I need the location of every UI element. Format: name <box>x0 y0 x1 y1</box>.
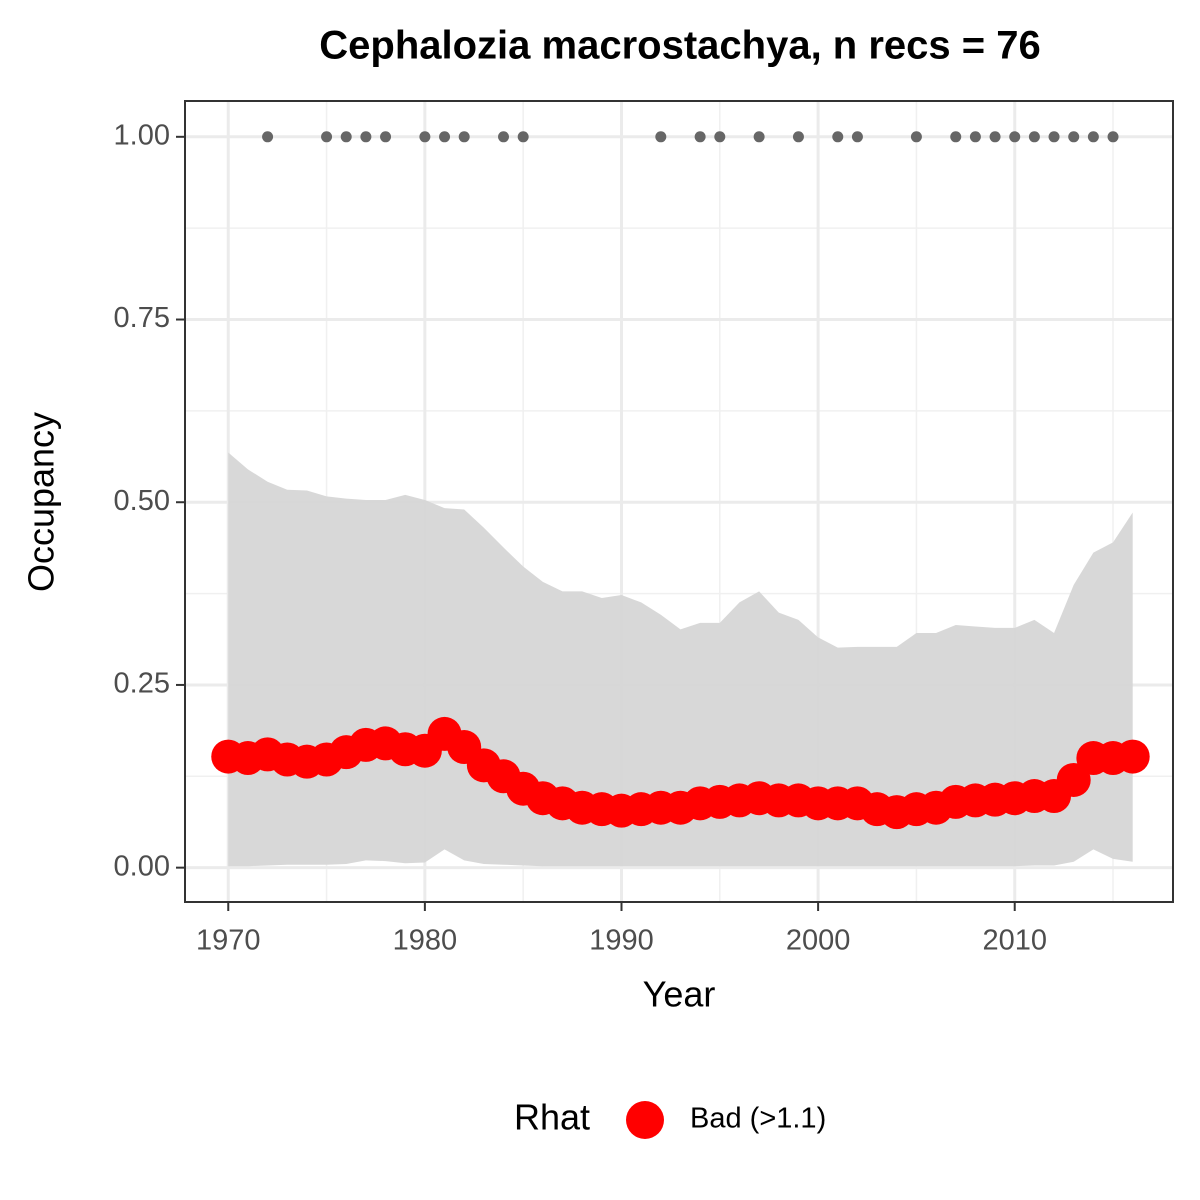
detection-point <box>458 131 470 143</box>
detection-point <box>1048 131 1060 143</box>
detection-point <box>1107 131 1119 143</box>
detection-point <box>851 131 863 143</box>
occupancy-point <box>1115 739 1150 774</box>
x-tick-label: 1980 <box>393 925 458 957</box>
detection-point <box>989 131 1001 143</box>
y-tick-label: 1.00 <box>114 119 170 151</box>
detection-point <box>517 131 529 143</box>
detection-point <box>969 131 981 143</box>
legend-label: Bad (>1.1) <box>690 1103 826 1135</box>
detection-point <box>910 131 922 143</box>
detection-point <box>832 131 844 143</box>
detection-point <box>1087 131 1099 143</box>
legend-title: Rhat <box>514 1097 590 1138</box>
y-tick-label: 0.50 <box>114 485 170 517</box>
detection-point <box>655 131 667 143</box>
y-tick-label: 0.75 <box>114 302 170 334</box>
detection-point <box>753 131 765 143</box>
detection-point <box>1068 131 1080 143</box>
detection-point <box>262 131 274 143</box>
detection-point <box>419 131 431 143</box>
detection-point <box>360 131 372 143</box>
detection-point <box>694 131 706 143</box>
detection-point <box>340 131 352 143</box>
detection-point <box>792 131 804 143</box>
x-tick-label: 2000 <box>786 925 851 957</box>
x-tick-label: 1970 <box>196 925 261 957</box>
detection-point <box>1009 131 1021 143</box>
detection-point <box>439 131 451 143</box>
x-tick-label: 1990 <box>589 925 654 957</box>
detection-point <box>1028 131 1040 143</box>
occupancy-point <box>1056 762 1091 797</box>
detection-point <box>380 131 392 143</box>
x-axis-label: Year <box>643 974 716 1015</box>
legend-marker <box>626 1101 664 1139</box>
y-tick-label: 0.25 <box>114 668 170 700</box>
detection-point <box>714 131 726 143</box>
x-tick-label: 2010 <box>982 925 1047 957</box>
chart-title: Cephalozia macrostachya, n recs = 76 <box>319 24 1040 68</box>
y-tick-label: 0.00 <box>114 850 170 882</box>
y-axis-label: Occupancy <box>21 412 62 592</box>
credible-interval <box>228 452 1133 867</box>
detection-point <box>321 131 333 143</box>
detection-point <box>950 131 962 143</box>
detection-point <box>498 131 510 143</box>
